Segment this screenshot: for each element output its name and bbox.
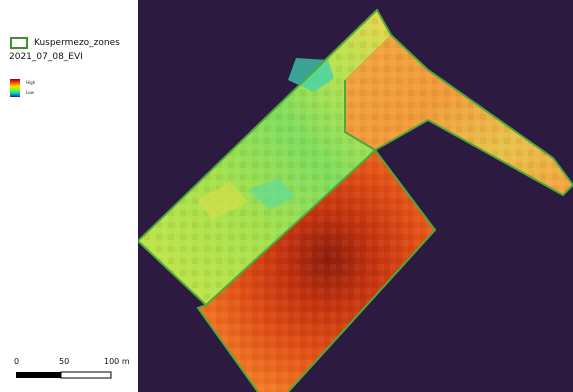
ramp-low-label: Low [26, 90, 34, 95]
zone-outline-divider [138, 149, 376, 307]
legend-item-zones: Kuspermezo_zones [10, 37, 120, 49]
field-zone-lower-texture [198, 150, 435, 392]
color-ramp-icon [10, 79, 20, 97]
zone-outline-upper [138, 8, 573, 242]
scale-label-start: 0 [14, 357, 20, 366]
map-canvas[interactable] [138, 0, 573, 392]
polygon-swatch-icon [10, 37, 28, 49]
field-zone-spur-texture [345, 35, 573, 195]
map-legend: Kuspermezo_zones 2021_07_08_EVI High Low… [0, 0, 138, 392]
ramp-high-label: High [26, 80, 36, 85]
evi-patch-low-2 [248, 178, 296, 210]
field-zone-upper-texture [138, 10, 391, 305]
legend-zone-label: Kuspermezo_zones [34, 37, 120, 48]
map-svg [138, 0, 573, 392]
scale-label-end: 100 m [104, 357, 130, 366]
legend-item-raster: 2021_07_08_EVI [9, 53, 83, 62]
evi-patch-mid-1 [198, 182, 248, 220]
scale-label-mid: 50 [59, 357, 70, 366]
scale-bar [16, 371, 112, 379]
zone-outline-lower [196, 149, 437, 392]
legend-raster-label: 2021_07_08_EVI [9, 52, 83, 62]
scale-bar-segment-light [60, 371, 112, 379]
scale-bar-segment-dark [16, 372, 61, 378]
